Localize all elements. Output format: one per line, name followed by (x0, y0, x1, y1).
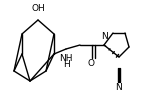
Text: O: O (87, 59, 94, 68)
Text: N: N (101, 32, 107, 41)
Text: H: H (63, 60, 69, 69)
Text: N: N (116, 82, 122, 91)
Text: OH: OH (31, 4, 45, 13)
Text: NH: NH (59, 54, 73, 63)
